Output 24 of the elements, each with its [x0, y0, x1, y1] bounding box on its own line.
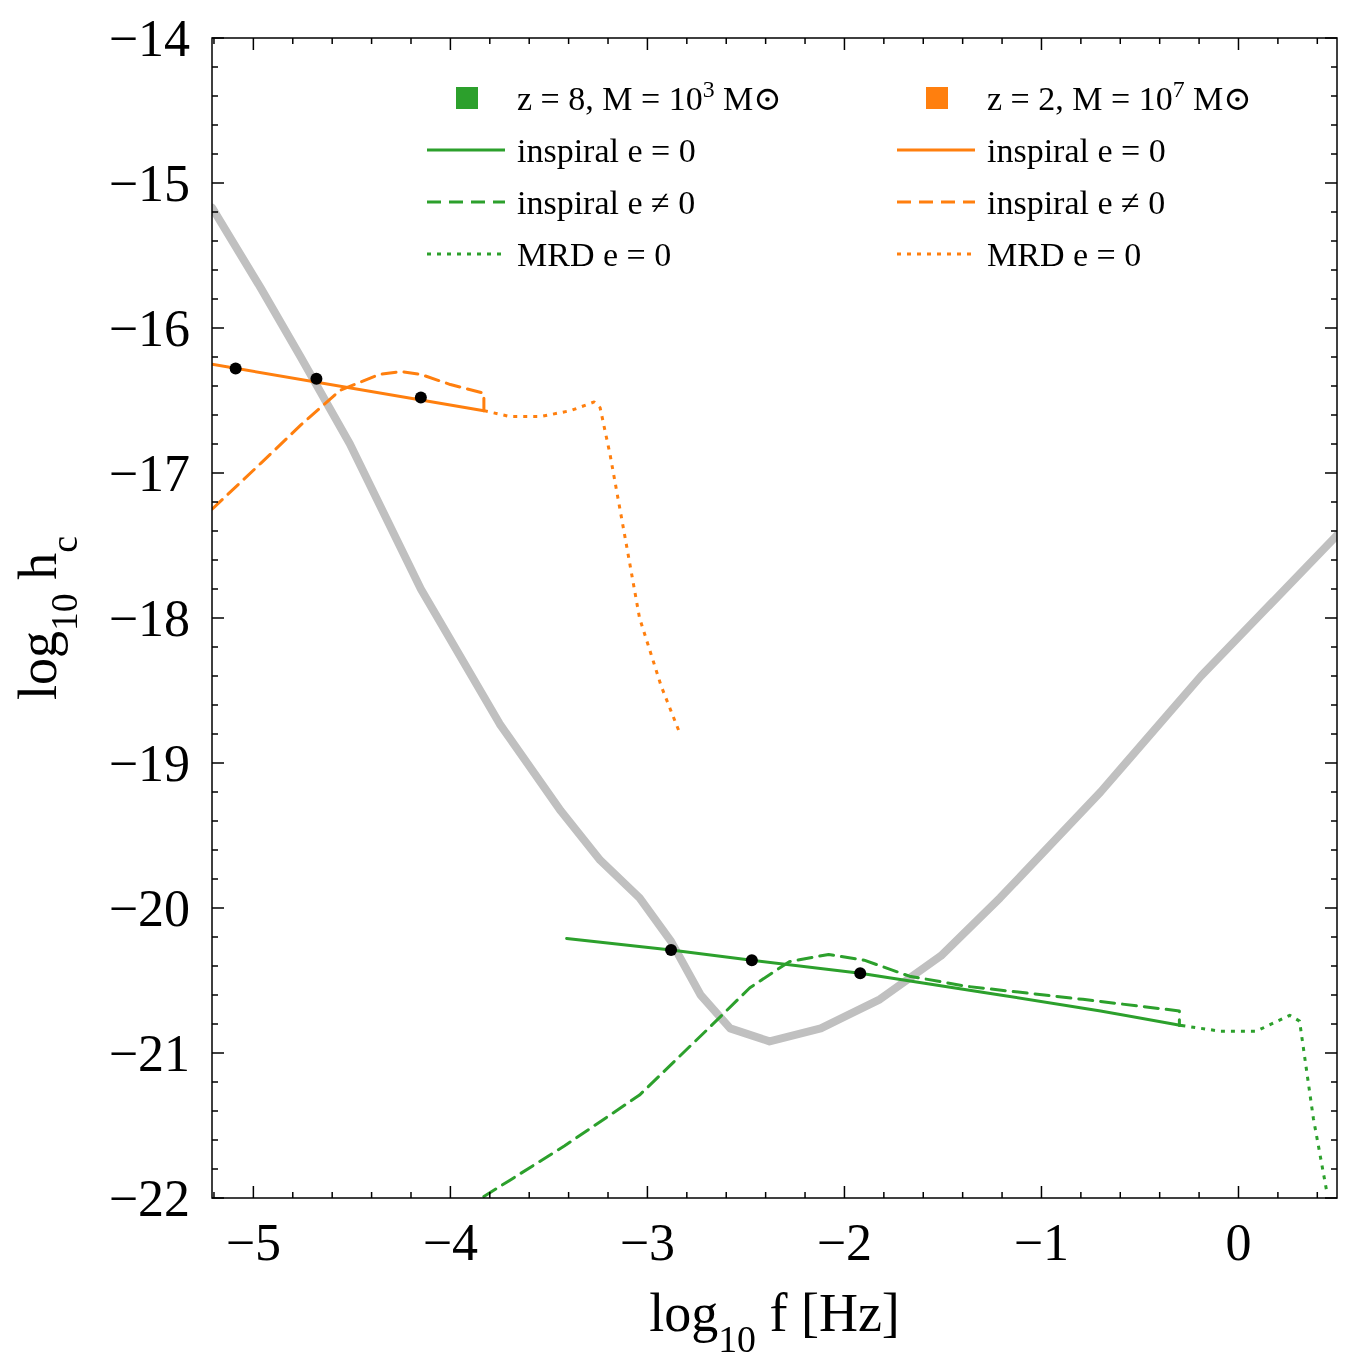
legend-label: z = 8, M = 10$^{3}$ M⊙ — [517, 75, 782, 117]
y-tick-label: −14 — [108, 10, 190, 68]
x-tick-label: 0 — [1225, 1214, 1252, 1271]
x-tick-label: −2 — [816, 1214, 873, 1271]
y-tick-label: −17 — [108, 445, 190, 503]
x-tick-label: −3 — [619, 1214, 676, 1271]
legend-label: MRD e = 0 — [517, 235, 672, 273]
y-tick-label: −22 — [108, 1170, 190, 1228]
y-tick-label: −20 — [108, 880, 190, 938]
legend-label: inspiral e ≠ 0 — [987, 183, 1166, 221]
y-tick-label: −19 — [108, 735, 190, 793]
y-tick-label: −15 — [108, 155, 190, 213]
y-tick-label: −16 — [108, 300, 190, 358]
legend-label: inspiral e = 0 — [517, 131, 696, 169]
x-axis-title: log$_{10}$ f [Hz] — [649, 1283, 900, 1360]
x-tick-label: −5 — [225, 1214, 282, 1271]
legend-label: MRD e = 0 — [987, 235, 1142, 273]
y-tick-label: −18 — [108, 590, 190, 648]
y-tick-label: −21 — [108, 1025, 190, 1083]
x-tick-label: −4 — [422, 1214, 479, 1271]
legend-label: z = 2, M = 10$^{7}$ M⊙ — [987, 75, 1252, 117]
x-tick-label: −1 — [1013, 1214, 1070, 1271]
legend-label: inspiral e ≠ 0 — [517, 183, 696, 221]
legend-label: inspiral e = 0 — [987, 131, 1166, 169]
